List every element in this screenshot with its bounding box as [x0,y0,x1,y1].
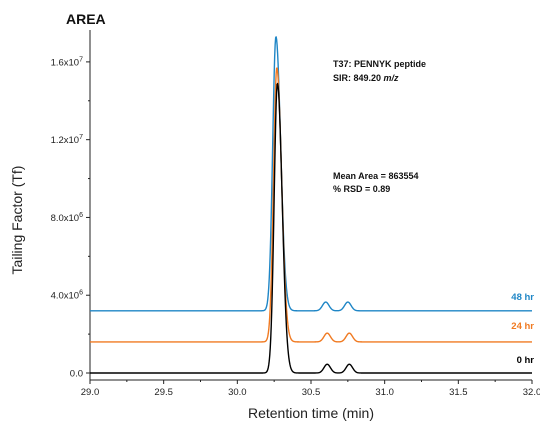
mean-area-text: Mean Area = 863554 [333,171,418,181]
y-tick-label: 4.0x106 [51,290,84,302]
series-labels: 48 hr 24 hr 0 hr [511,292,534,366]
y-axis-title: Tailing Factor (Tf) [9,166,25,275]
series-line [89,67,533,343]
x-axis-title: Retention time (min) [248,405,374,421]
x-tick-label: 30.0 [228,387,247,398]
y-tick-label: 1.6x107 [51,56,84,68]
sir-unit: m/z [384,73,400,83]
y-tick-exponent: 7 [79,134,83,141]
series-line [89,36,533,312]
peptide-annotation: T37: PENNYK peptide SIR: 849.20 m/z [333,59,426,83]
peptide-annotation-line2: SIR: 849.20 m/z [333,73,399,83]
series-label: 24 hr [511,321,534,332]
y-tick-exponent: 6 [79,290,83,297]
y-tick-base: 1.6x10 [51,57,80,68]
y-tick-label: 8.0x106 [51,212,84,224]
x-tick-label: 31.5 [449,387,468,398]
y-tick-exponent: 7 [79,56,83,63]
series-label: 0 hr [517,355,535,366]
y-tick-label: 0.0 [70,369,83,380]
x-tick-label: 32.0 [523,387,540,398]
sir-value: SIR: 849.20 [333,73,384,83]
x-tick-label: 29.0 [81,387,100,398]
x-tick-label: 31.0 [375,387,394,398]
y-tick-base: 1.2x10 [51,135,80,146]
y-tick-base: 8.0x10 [51,213,80,224]
x-tick-label: 30.5 [302,387,321,398]
chart-title: AREA [66,11,106,27]
area-stats-annotation: Mean Area = 863554 % RSD = 0.89 [333,171,418,194]
series-label: 48 hr [511,292,534,303]
y-tick-exponent: 6 [79,212,83,219]
rsd-text: % RSD = 0.89 [333,184,390,194]
series-lines [89,36,533,374]
x-tick-label: 29.5 [154,387,173,398]
series-line [89,82,533,374]
y-tick-base: 0.0 [70,369,83,380]
axes [89,30,532,381]
peptide-annotation-line1: T37: PENNYK peptide [333,59,426,69]
x-ticks: 29.0 29.5 30.0 30.5 31.0 31.5 32.0 [81,380,540,398]
y-tick-base: 4.0x10 [51,291,80,302]
y-tick-label: 1.2x107 [51,134,84,146]
